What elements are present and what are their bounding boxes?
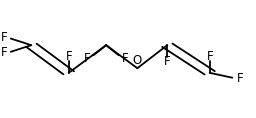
Text: F: F bbox=[206, 50, 213, 63]
Text: F: F bbox=[1, 32, 8, 44]
Text: F: F bbox=[122, 52, 128, 65]
Text: O: O bbox=[133, 54, 142, 67]
Text: F: F bbox=[65, 50, 72, 63]
Text: F: F bbox=[1, 46, 8, 59]
Text: F: F bbox=[164, 55, 170, 68]
Text: F: F bbox=[84, 52, 91, 65]
Text: F: F bbox=[237, 72, 243, 85]
